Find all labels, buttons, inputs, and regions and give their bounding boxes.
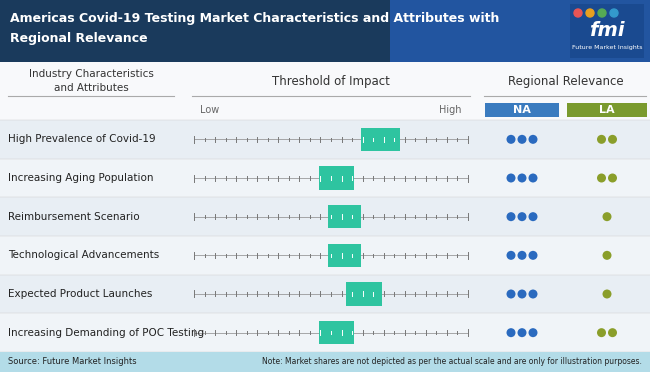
Bar <box>0 159 650 197</box>
Text: Source: Future Market Insights: Source: Future Market Insights <box>8 357 136 366</box>
Text: Regional Relevance: Regional Relevance <box>10 32 148 45</box>
Circle shape <box>517 212 526 221</box>
Circle shape <box>517 173 526 183</box>
Circle shape <box>506 173 515 183</box>
Circle shape <box>506 328 515 337</box>
Circle shape <box>603 212 612 221</box>
Bar <box>328 244 361 267</box>
Bar <box>318 321 354 344</box>
Bar <box>0 236 650 275</box>
Bar <box>485 103 559 117</box>
Text: fmi: fmi <box>590 20 625 39</box>
Circle shape <box>517 289 526 298</box>
Bar <box>0 120 650 159</box>
Text: Technological Advancements: Technological Advancements <box>8 250 159 260</box>
Circle shape <box>528 135 538 144</box>
Circle shape <box>608 135 617 144</box>
Text: LA: LA <box>599 105 615 115</box>
Circle shape <box>506 212 515 221</box>
Text: Reimbursement Scenario: Reimbursement Scenario <box>8 212 140 222</box>
Text: Industry Characteristics
and Attributes: Industry Characteristics and Attributes <box>29 69 153 93</box>
Circle shape <box>528 328 538 337</box>
Text: High: High <box>439 105 462 115</box>
Circle shape <box>528 173 538 183</box>
Bar <box>567 103 647 117</box>
Circle shape <box>597 173 606 183</box>
Circle shape <box>506 251 515 260</box>
Bar <box>0 100 650 120</box>
Text: Expected Product Launches: Expected Product Launches <box>8 289 152 299</box>
Text: Regional Relevance: Regional Relevance <box>508 74 624 87</box>
Circle shape <box>528 251 538 260</box>
Bar <box>390 0 650 62</box>
Circle shape <box>506 135 515 144</box>
Circle shape <box>597 328 606 337</box>
Circle shape <box>608 328 617 337</box>
Bar <box>570 4 644 58</box>
Circle shape <box>598 9 606 17</box>
Circle shape <box>608 173 617 183</box>
Text: Note: Market shares are not depicted as per the actual scale and are only for il: Note: Market shares are not depicted as … <box>262 357 642 366</box>
Text: Increasing Aging Population: Increasing Aging Population <box>8 173 153 183</box>
Circle shape <box>610 9 618 17</box>
Circle shape <box>574 9 582 17</box>
Bar <box>0 62 650 100</box>
Bar <box>0 275 650 313</box>
Circle shape <box>603 251 612 260</box>
Circle shape <box>528 289 538 298</box>
Bar <box>361 128 400 151</box>
Bar <box>346 282 382 306</box>
Circle shape <box>517 328 526 337</box>
Circle shape <box>517 251 526 260</box>
Bar <box>0 352 650 372</box>
Text: Future Market Insights: Future Market Insights <box>572 45 642 51</box>
Bar <box>0 313 650 352</box>
Circle shape <box>517 135 526 144</box>
Bar <box>0 0 650 62</box>
Text: Increasing Demanding of POC Testing: Increasing Demanding of POC Testing <box>8 328 204 338</box>
Text: Americas Covid-19 Testing Market Characteristics and Attributes with: Americas Covid-19 Testing Market Charact… <box>10 12 499 25</box>
Text: Low: Low <box>200 105 219 115</box>
Bar <box>0 197 650 236</box>
Text: NA: NA <box>513 105 531 115</box>
Circle shape <box>506 289 515 298</box>
Text: Threshold of Impact: Threshold of Impact <box>272 74 390 87</box>
Bar <box>318 166 354 190</box>
Circle shape <box>597 135 606 144</box>
Text: High Prevalence of Covid-19: High Prevalence of Covid-19 <box>8 134 155 144</box>
Bar <box>328 205 361 228</box>
Circle shape <box>586 9 594 17</box>
Circle shape <box>603 289 612 298</box>
Circle shape <box>528 212 538 221</box>
